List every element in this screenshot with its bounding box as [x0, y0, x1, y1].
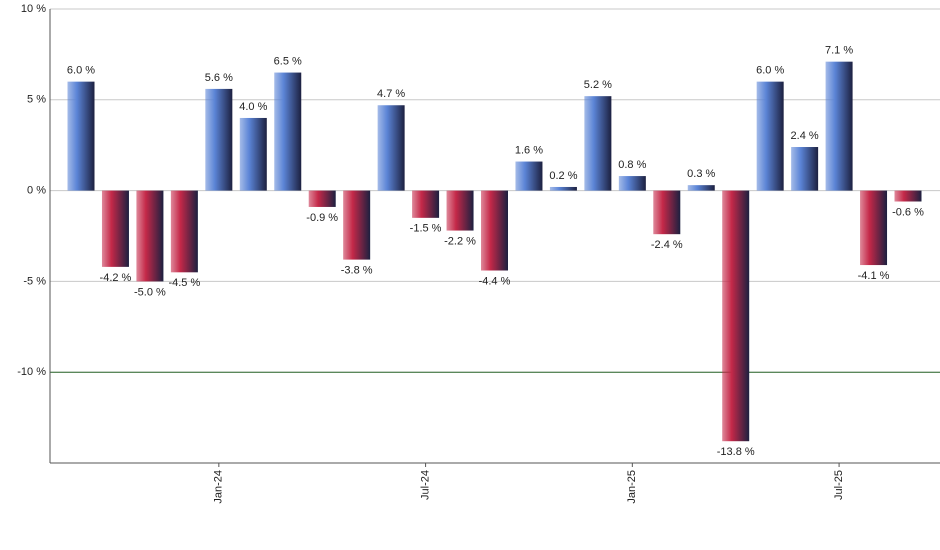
- bar: [274, 72, 302, 191]
- x-tick-label: Jul-25: [833, 470, 845, 500]
- value-label: -1.5 %: [410, 223, 442, 235]
- bar: [446, 190, 474, 231]
- value-label: -4.5 %: [168, 277, 200, 289]
- y-tick-label: 5 %: [27, 94, 46, 106]
- bar: [101, 190, 129, 267]
- y-tick-label: 10 %: [21, 3, 46, 15]
- bar: [687, 185, 715, 191]
- value-label: 5.6 %: [205, 72, 233, 84]
- bar: [894, 190, 922, 202]
- value-label: 4.0 %: [239, 101, 267, 113]
- bar: [584, 96, 612, 191]
- bar: [653, 190, 681, 235]
- value-label: 6.5 %: [274, 55, 302, 67]
- bar: [205, 88, 233, 191]
- bar: [756, 81, 784, 191]
- bar: [343, 190, 371, 260]
- value-label: 5.2 %: [584, 79, 612, 91]
- value-label: 2.4 %: [791, 130, 819, 142]
- value-label: -0.6 %: [892, 206, 924, 218]
- bar: [825, 61, 853, 191]
- value-label: 4.7 %: [377, 88, 405, 100]
- value-label: -13.8 %: [717, 446, 755, 458]
- y-tick-label: -5 %: [23, 275, 46, 287]
- value-label: 0.8 %: [618, 159, 646, 171]
- value-label: 1.6 %: [515, 144, 543, 156]
- bar: [377, 105, 405, 191]
- bar: [791, 147, 819, 191]
- value-label: -0.9 %: [306, 212, 338, 224]
- bar: [239, 117, 267, 191]
- x-tick-label: Jan-25: [626, 470, 638, 504]
- bar: [136, 190, 164, 282]
- bar: [618, 176, 646, 191]
- bar: [515, 161, 543, 191]
- value-label: -2.4 %: [651, 239, 683, 251]
- value-label: 6.0 %: [67, 65, 95, 77]
- value-label: -2.2 %: [444, 235, 476, 247]
- bar: [170, 190, 198, 273]
- bar: [481, 190, 508, 271]
- value-label: 6.0 %: [756, 65, 784, 77]
- bar: [412, 190, 440, 218]
- y-tick-label: -10 %: [17, 366, 46, 378]
- bar: [860, 190, 888, 266]
- y-tick-label: 0 %: [27, 185, 46, 197]
- value-label: 7.1 %: [825, 45, 853, 57]
- bar: [549, 186, 577, 191]
- value-label: -5.0 %: [134, 286, 166, 298]
- value-label: 0.3 %: [687, 168, 715, 180]
- value-label: -4.2 %: [100, 272, 132, 284]
- x-tick-label: Jan-24: [213, 470, 225, 504]
- bar: [67, 81, 95, 191]
- value-label: 0.2 %: [549, 170, 577, 182]
- value-label: -4.4 %: [479, 275, 511, 287]
- bar: [308, 190, 336, 207]
- bar: [722, 190, 750, 442]
- x-tick-label: Jul-24: [419, 470, 431, 500]
- value-label: -3.8 %: [341, 265, 373, 277]
- value-label: -4.1 %: [858, 270, 890, 282]
